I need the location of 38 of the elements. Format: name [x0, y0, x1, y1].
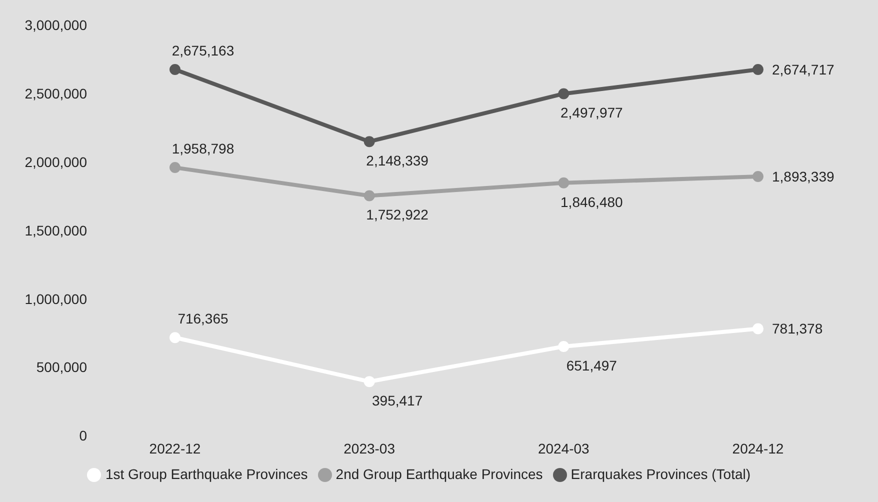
point — [558, 341, 570, 352]
point — [752, 64, 764, 76]
x-tick-label: 2023-03 — [344, 440, 396, 457]
legend-label: 2nd Group Earthquake Provinces — [336, 466, 543, 482]
data-label: 1,752,922 — [366, 206, 429, 223]
data-label: 2,497,977 — [560, 104, 624, 121]
x-tick-label: 2024-12 — [732, 440, 784, 457]
data-label: 2,674,717 — [772, 62, 834, 78]
data-label: 716,365 — [178, 310, 229, 327]
data-label: 781,378 — [772, 320, 823, 337]
y-tick-label: 0 — [79, 428, 88, 444]
point — [170, 332, 180, 344]
point — [364, 190, 375, 202]
point — [752, 171, 764, 182]
data-label: 1,958,798 — [172, 140, 234, 157]
data-label: 1,846,480 — [560, 194, 624, 210]
data-label: 395,417 — [372, 392, 423, 409]
legend-label: Erarquakes Provinces (Total) — [570, 466, 751, 482]
point — [170, 64, 180, 75]
point — [558, 177, 570, 188]
data-label: 651,497 — [566, 358, 618, 374]
point — [558, 88, 570, 100]
point — [364, 376, 375, 388]
y-tick-label: 2,000,000 — [24, 154, 88, 170]
y-tick-label: 3,000,000 — [24, 16, 88, 33]
data-label: 2,148,339 — [366, 152, 429, 169]
legend-label: 1st Group Earthquake Provinces — [105, 466, 308, 482]
y-tick-label: 500,000 — [36, 359, 88, 376]
y-tick-label: 2,500,000 — [24, 85, 88, 102]
y-tick-label: 1,500,000 — [24, 222, 88, 238]
data-label: 2,675,163 — [172, 42, 234, 58]
y-tick-label: 1,000,000 — [24, 290, 88, 307]
data-label: 1,893,339 — [772, 168, 834, 185]
x-tick-label: 2022-12 — [149, 440, 201, 457]
x-tick-label: 2024-03 — [538, 440, 590, 457]
point — [752, 323, 764, 334]
point — [170, 162, 180, 174]
point — [364, 136, 375, 148]
